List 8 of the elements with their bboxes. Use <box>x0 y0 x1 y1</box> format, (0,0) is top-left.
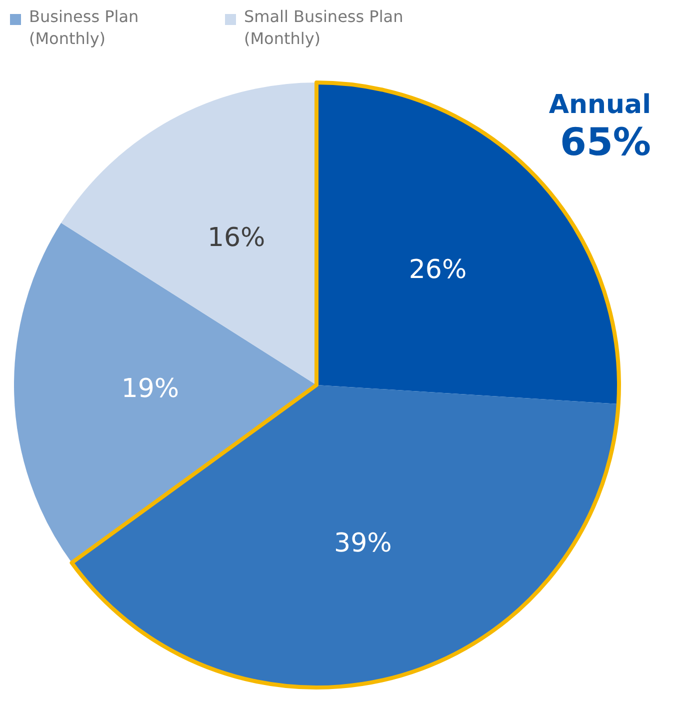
legend-label: Business Plan (Monthly) <box>29 6 140 50</box>
legend-label: Small Business Plan (Monthly) <box>244 6 404 50</box>
text: Annual <box>548 90 651 120</box>
data-label: 16% <box>207 222 266 253</box>
data-label: 26% <box>408 254 467 285</box>
data-label: 19% <box>121 374 180 404</box>
text: 65% <box>559 120 651 164</box>
data-label: 39% <box>334 528 392 559</box>
